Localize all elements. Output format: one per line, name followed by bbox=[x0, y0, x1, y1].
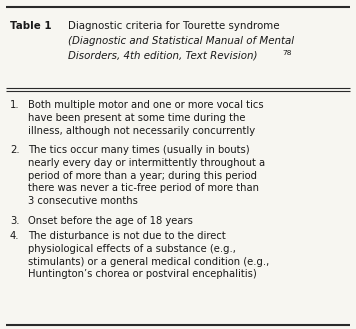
Text: Disorders, 4th edition, Text Revision): Disorders, 4th edition, Text Revision) bbox=[68, 50, 257, 60]
Text: 3.: 3. bbox=[10, 216, 20, 226]
Text: 2.: 2. bbox=[10, 145, 20, 155]
Text: The tics occur many times (usually in bouts)
nearly every day or intermittently : The tics occur many times (usually in bo… bbox=[28, 145, 265, 206]
Text: Both multiple motor and one or more vocal tics
have been present at some time du: Both multiple motor and one or more voca… bbox=[28, 100, 264, 136]
Text: 78: 78 bbox=[282, 50, 292, 56]
Text: The disturbance is not due to the direct
physiological effects of a substance (e: The disturbance is not due to the direct… bbox=[28, 231, 269, 279]
Text: Diagnostic criteria for Tourette syndrome: Diagnostic criteria for Tourette syndrom… bbox=[68, 21, 279, 31]
Text: Onset before the age of 18 years: Onset before the age of 18 years bbox=[28, 216, 193, 226]
Text: Table 1: Table 1 bbox=[10, 21, 52, 31]
Text: 4.: 4. bbox=[10, 231, 20, 241]
Text: (Diagnostic and Statistical Manual of Mental: (Diagnostic and Statistical Manual of Me… bbox=[68, 36, 294, 46]
Text: 1.: 1. bbox=[10, 100, 20, 110]
